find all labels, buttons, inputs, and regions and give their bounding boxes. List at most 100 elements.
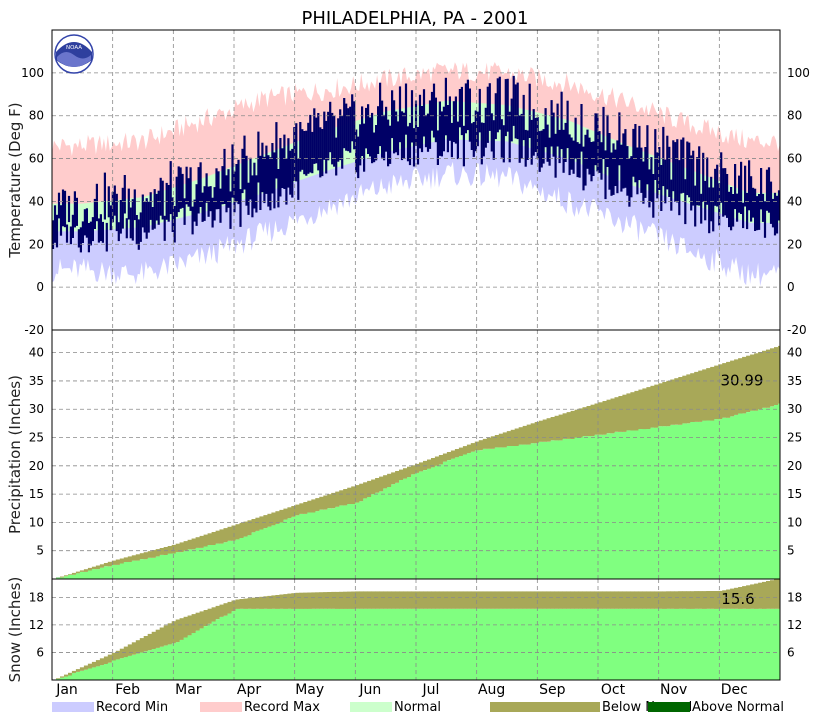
below-normal-step [383, 475, 388, 489]
below-normal-step [243, 598, 248, 609]
below-normal-step [71, 670, 77, 674]
observed-step [323, 509, 328, 579]
below-normal-step [490, 436, 496, 449]
observed-step [111, 660, 117, 680]
below-normal-step [143, 636, 149, 652]
observed-step [582, 436, 587, 579]
observed-step [654, 608, 659, 680]
observed-step [359, 501, 364, 579]
observed-step [95, 569, 101, 579]
below-normal-step [682, 591, 687, 609]
observed-step [570, 438, 575, 579]
below-normal-step [287, 507, 292, 519]
observed-step [143, 651, 149, 680]
below-normal-step [175, 543, 181, 553]
observed-step [630, 608, 635, 680]
below-normal-step [419, 462, 424, 472]
observed-step [730, 416, 735, 579]
observed-step [315, 511, 320, 579]
observed-step [279, 522, 284, 579]
observed-step [147, 557, 153, 579]
observed-step [163, 554, 169, 579]
observed-step [738, 413, 743, 579]
observed-step [658, 426, 663, 579]
below-normal-step [203, 534, 208, 547]
below-normal-step [518, 427, 524, 445]
y-tick-label-right: 20 [787, 237, 802, 251]
below-normal-step [554, 591, 559, 609]
below-normal-step [363, 482, 368, 499]
below-normal-step [99, 564, 105, 568]
observed-step [454, 457, 460, 579]
observed-step [506, 608, 512, 680]
below-normal-step [630, 392, 635, 431]
observed-step [714, 419, 719, 579]
observed-step [442, 461, 448, 579]
below-normal-step [159, 548, 165, 555]
observed-step [251, 608, 256, 680]
observed-step [734, 414, 739, 579]
observed-step [335, 608, 340, 680]
observed-step [379, 491, 384, 579]
observed-step [542, 608, 548, 680]
below-normal-step [219, 529, 224, 544]
month-label: Mar [175, 682, 202, 698]
below-normal-step [478, 591, 484, 609]
observed-step [195, 630, 200, 680]
observed-step [351, 608, 356, 680]
observed-step [60, 677, 65, 680]
below-normal-step [91, 661, 97, 668]
observed-step [510, 446, 516, 579]
below-normal-step [315, 592, 320, 609]
below-normal-step [634, 390, 639, 431]
observed-step [307, 512, 312, 579]
below-normal-step [271, 512, 276, 526]
below-normal-step [263, 596, 268, 609]
observed-step [315, 608, 320, 680]
below-normal-step [115, 559, 121, 565]
y-tick-label-right: 60 [787, 152, 802, 166]
observed-step [219, 616, 224, 680]
below-normal-step [570, 591, 575, 609]
below-normal-step [327, 592, 332, 609]
observed-step [383, 488, 388, 579]
observed-step [427, 468, 432, 579]
observed-step [171, 553, 177, 579]
observed-step [139, 559, 145, 579]
observed-step [355, 502, 360, 579]
observed-step [478, 608, 484, 680]
observed-step [371, 608, 376, 680]
below-normal-step [594, 591, 599, 609]
y-tick-label-left: 20 [29, 237, 44, 251]
legend-swatch [350, 702, 392, 712]
below-normal-step [654, 384, 659, 428]
below-normal-step [734, 587, 739, 609]
below-normal-step [450, 450, 456, 459]
observed-step [606, 608, 611, 680]
below-normal-step [355, 591, 360, 609]
observed-step [195, 547, 200, 579]
observed-step [275, 523, 280, 579]
below-normal-step [718, 590, 723, 609]
below-normal-step [60, 576, 65, 578]
below-normal-step [227, 601, 232, 614]
observed-step [211, 621, 216, 680]
observed-step [590, 608, 595, 680]
below-normal-step [486, 437, 492, 449]
below-normal-step [147, 633, 153, 651]
observed-step [395, 482, 400, 579]
below-normal-step [538, 591, 544, 609]
below-normal-step [738, 587, 743, 609]
observed-step [319, 608, 324, 680]
observed-step [458, 608, 464, 680]
below-normal-step [502, 591, 508, 609]
observed-step [434, 608, 440, 680]
observed-step [187, 549, 192, 579]
below-normal-step [407, 466, 412, 478]
month-label: Sep [539, 682, 566, 698]
below-normal-step [586, 406, 591, 437]
below-normal-step [626, 591, 631, 609]
below-normal-step [446, 591, 452, 609]
observed-step [351, 504, 356, 579]
below-normal-step [762, 350, 767, 408]
